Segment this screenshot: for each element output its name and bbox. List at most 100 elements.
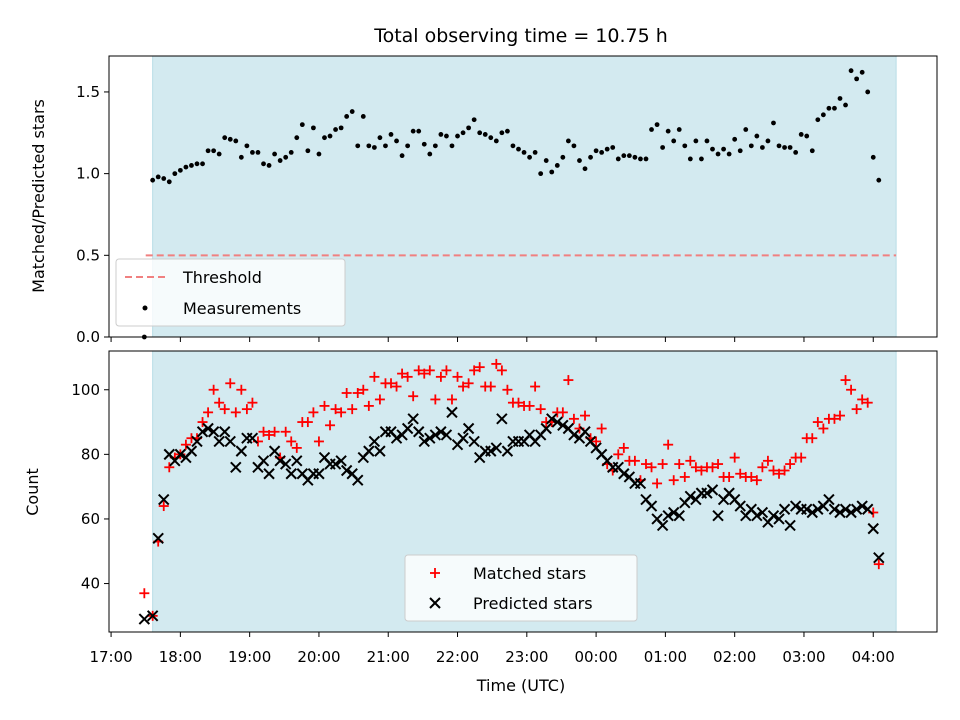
predicted-star-point	[213, 435, 225, 448]
x-tick-label: 17:00	[89, 648, 132, 666]
predicted-star-stroke	[352, 474, 364, 486]
predicted-star-stroke	[346, 468, 358, 480]
top-legend: Threshold Measurements	[115, 258, 346, 327]
predicted-star-point	[850, 503, 863, 515]
matched-star-point	[812, 417, 823, 428]
measurement-point	[244, 143, 250, 149]
measurement-point	[366, 143, 372, 149]
matched-star-point	[330, 404, 341, 415]
matched-star-point	[374, 394, 385, 405]
matched-star-point	[640, 459, 651, 470]
predicted-star-point	[329, 458, 342, 470]
predicted-star-stroke	[728, 493, 741, 506]
matched-star-point	[336, 407, 347, 418]
predicted-star-stroke	[579, 426, 591, 438]
matched-star-point	[668, 475, 679, 486]
measurement-point	[538, 171, 544, 177]
measurement-point	[399, 153, 405, 159]
measurement-point	[876, 177, 882, 183]
measurement-point	[676, 127, 682, 132]
matched-star-point	[230, 407, 241, 418]
predicted-star-stroke	[801, 503, 813, 515]
measurement-point	[577, 158, 582, 163]
measurement-point	[516, 146, 521, 152]
legend-matched-label: Matched stars	[473, 564, 586, 583]
predicted-star-point	[457, 432, 469, 444]
predicted-star-stroke	[712, 510, 724, 522]
measurement-point	[543, 158, 549, 163]
predicted-star-point	[618, 468, 630, 480]
predicted-star-point	[230, 461, 242, 473]
predicted-star-stroke	[734, 500, 746, 512]
predicted-star-stroke	[457, 432, 469, 444]
matched-star-point	[430, 394, 441, 405]
measurement-point	[815, 117, 821, 123]
measurement-point	[565, 138, 571, 144]
predicted-star-point	[219, 426, 231, 438]
predicted-star-point	[407, 413, 419, 425]
predicted-star-stroke	[723, 487, 735, 499]
matched-star-point	[139, 588, 150, 599]
matched-star-point	[796, 452, 807, 463]
matched-star-point	[840, 375, 851, 386]
measurement-point	[166, 179, 172, 185]
matched-star-point	[502, 384, 513, 395]
predicted-star-stroke	[789, 500, 802, 512]
matched-star-point	[413, 365, 424, 376]
matched-star-point	[768, 465, 779, 476]
measurement-point	[238, 154, 244, 160]
predicted-star-stroke	[540, 422, 552, 435]
predicted-star-stroke	[850, 503, 863, 515]
measurement-point	[349, 109, 355, 114]
legend-threshold-label: Threshold	[182, 268, 262, 287]
measurement-point	[787, 145, 793, 150]
legend-measurements-label: Measurements	[183, 299, 301, 318]
matched-star-point	[829, 413, 840, 424]
matched-star-point	[369, 371, 380, 382]
predicted-star-stroke	[424, 432, 436, 444]
measurement-point	[150, 177, 156, 183]
measurement-point	[177, 167, 183, 173]
matched-star-point	[557, 407, 568, 418]
measurement-point	[554, 163, 560, 168]
measurement-point	[671, 138, 677, 144]
predicted-star-point	[235, 445, 248, 457]
predicted-star-stroke	[329, 458, 342, 470]
measurement-point	[266, 163, 272, 168]
measurement-point	[521, 149, 527, 155]
matched-star-point	[424, 365, 435, 376]
predicted-star-stroke	[407, 413, 419, 425]
predicted-star-stroke	[246, 432, 259, 444]
matched-star-point	[685, 455, 696, 466]
predicted-star-point	[767, 510, 780, 522]
predicted-star-point	[424, 432, 436, 444]
predicted-star-stroke	[485, 445, 497, 457]
measurement-point	[654, 122, 660, 128]
x-tick-label: 04:00	[852, 648, 895, 666]
measurement-point	[870, 154, 876, 160]
predicted-star-stroke	[496, 413, 508, 425]
matched-star-point	[591, 436, 602, 447]
matched-star-point	[469, 365, 480, 376]
measurement-point	[216, 151, 222, 157]
measurement-point	[776, 143, 782, 149]
predicted-star-stroke	[401, 422, 414, 435]
predicted-star-point	[634, 477, 647, 490]
predicted-star-stroke	[562, 422, 575, 435]
measurement-point	[394, 138, 399, 144]
matched-star-point	[713, 459, 724, 470]
predicted-star-stroke	[784, 519, 796, 532]
matched-star-point	[264, 429, 275, 440]
predicted-star-stroke	[146, 610, 159, 622]
predicted-star-point	[202, 422, 214, 435]
predicted-star-stroke	[446, 406, 458, 419]
predicted-star-point	[662, 510, 674, 522]
predicted-star-point	[390, 432, 403, 444]
matched-star-point	[313, 436, 324, 447]
x-tick-label: 02:00	[713, 648, 756, 666]
predicted-star-stroke	[435, 426, 447, 438]
predicted-star-point	[313, 468, 325, 480]
measurement-point	[383, 143, 388, 149]
y-tick-label: 0.5	[76, 246, 100, 264]
predicted-star-stroke	[368, 435, 381, 448]
